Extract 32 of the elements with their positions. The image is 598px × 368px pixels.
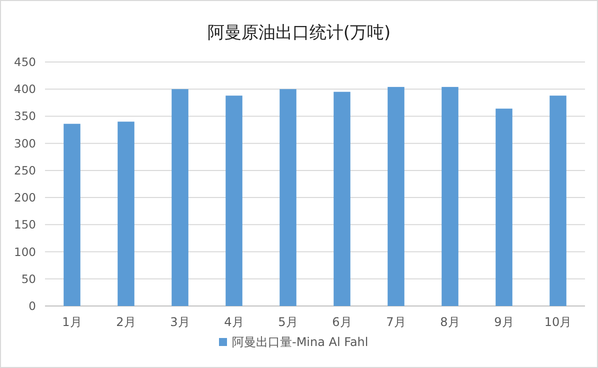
y-tick-label: 250 bbox=[14, 163, 36, 178]
bar bbox=[172, 89, 188, 306]
bar bbox=[550, 96, 566, 306]
y-tick-label: 400 bbox=[14, 82, 36, 96]
x-tick-label: 10月 bbox=[544, 315, 572, 329]
y-tick-label: 350 bbox=[14, 109, 36, 124]
x-tick-label: 8月 bbox=[440, 315, 460, 329]
y-tick-label: 50 bbox=[21, 272, 36, 286]
x-tick-label: 7月 bbox=[386, 315, 406, 329]
x-tick-label: 5月 bbox=[278, 315, 298, 329]
bar bbox=[64, 124, 80, 306]
y-tick-label: 100 bbox=[14, 244, 36, 259]
bar bbox=[280, 89, 296, 306]
y-tick-label: 200 bbox=[14, 190, 36, 205]
x-tick-label: 9月 bbox=[494, 315, 514, 329]
y-tick-label: 150 bbox=[14, 218, 36, 232]
bar bbox=[388, 86, 404, 306]
bar bbox=[496, 108, 512, 306]
y-tick-label: 0 bbox=[28, 299, 36, 313]
bar bbox=[334, 92, 350, 306]
x-tick-label: 1月 bbox=[62, 315, 82, 329]
y-tick-label: 300 bbox=[14, 136, 36, 150]
x-tick-label: 6月 bbox=[332, 315, 352, 329]
legend-label: 阿曼出口量-Mina Al Fahl bbox=[232, 335, 368, 349]
y-tick-label: 450 bbox=[14, 55, 36, 69]
x-tick-label: 4月 bbox=[224, 315, 244, 329]
bar bbox=[442, 86, 458, 306]
bar bbox=[118, 122, 134, 306]
chart-title: 阿曼原油出口统计(万吨) bbox=[207, 23, 391, 43]
x-tick-label: 2月 bbox=[116, 315, 136, 329]
x-tick-label: 3月 bbox=[170, 315, 190, 329]
bar bbox=[226, 96, 242, 306]
